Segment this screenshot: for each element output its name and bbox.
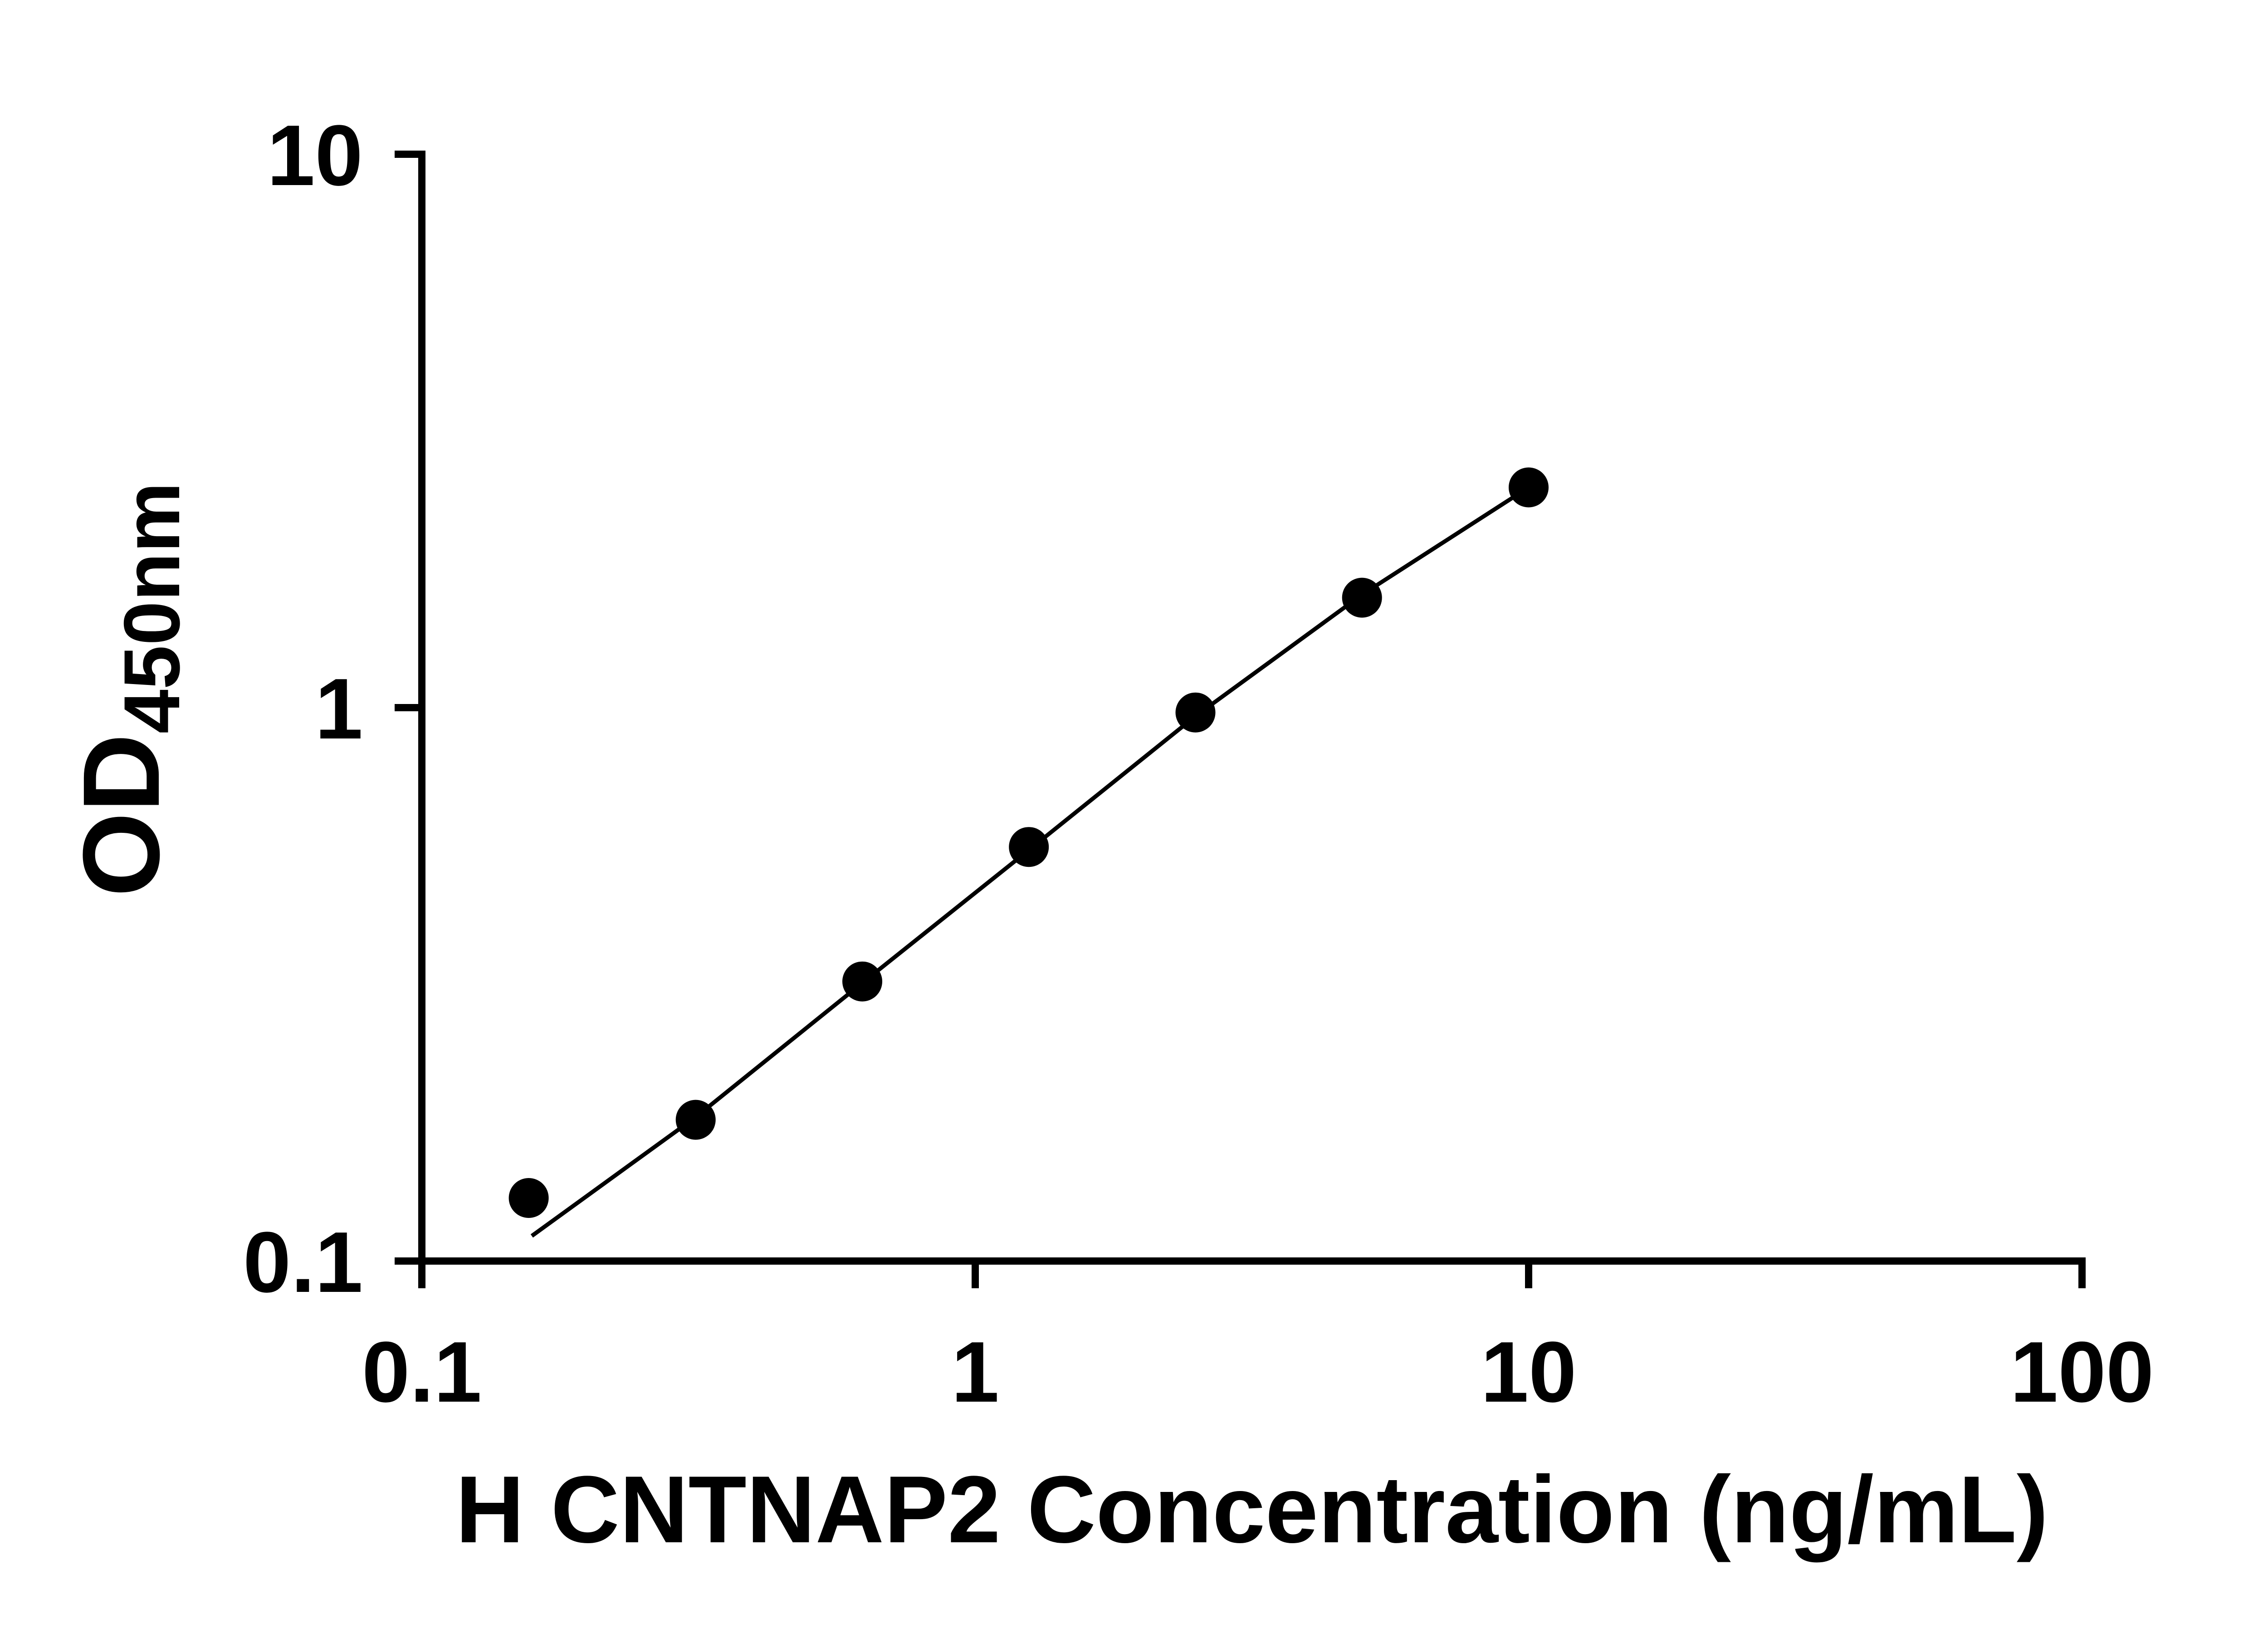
x-tick-label: 1 <box>951 1324 999 1420</box>
data-point <box>675 1100 716 1140</box>
data-point <box>1009 827 1049 867</box>
y-axis-title-subscript: 450nm <box>108 482 196 733</box>
axis-spines <box>418 151 2086 1265</box>
x-tick-label: 0.1 <box>362 1324 482 1420</box>
plot-area: 0.1 1 10 100 0.1 1 10 <box>243 108 2154 1420</box>
data-point <box>842 961 882 1002</box>
x-tick-label: 10 <box>1481 1324 1576 1420</box>
y-axis-title-main: OD <box>60 733 182 897</box>
x-tick-label: 100 <box>2010 1324 2154 1420</box>
y-axis-title: OD450nm <box>60 482 196 897</box>
data-point <box>1175 692 1216 733</box>
y-tick-label: 0.1 <box>243 1214 363 1310</box>
y-tick-label: 1 <box>315 661 363 757</box>
x-axis-title: H CNTNAP2 Concentration (ng/mL) <box>455 1456 2048 1563</box>
data-point <box>1509 467 1549 508</box>
data-point <box>1342 577 1382 618</box>
y-tick-label: 10 <box>267 108 363 204</box>
data-point <box>508 1178 549 1218</box>
